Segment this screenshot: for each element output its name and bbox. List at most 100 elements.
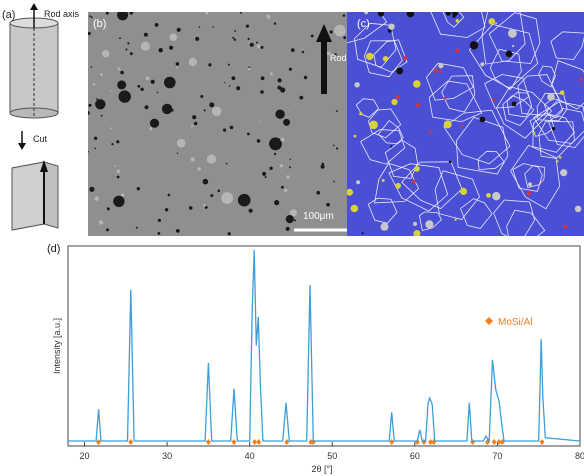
- micrograph-particle: [95, 99, 106, 110]
- x-tick-label-80: 80: [575, 451, 584, 461]
- micrograph-particle: [100, 114, 103, 117]
- micrograph-particle: [269, 137, 282, 151]
- micrograph-particle: [326, 51, 331, 56]
- micrograph-particle: [117, 67, 121, 71]
- ebsd-map-c: [347, 12, 584, 236]
- ebsd-particle: [488, 18, 496, 25]
- micrograph-particle: [247, 43, 249, 45]
- grain-boundary: [510, 144, 561, 210]
- ebsd-particle: [356, 180, 361, 185]
- micrograph-particle: [329, 30, 333, 34]
- x-tick-label-60: 60: [410, 451, 420, 461]
- micrograph-particle: [289, 166, 291, 169]
- micrograph-particle: [274, 200, 280, 206]
- reference-mark-16: [491, 439, 497, 445]
- micrograph-particle: [89, 15, 91, 17]
- micrograph-particle: [188, 57, 197, 67]
- ebsd-particle: [511, 101, 517, 107]
- micrograph-particle: [293, 219, 296, 222]
- ebsd-particle: [556, 160, 559, 163]
- micrograph-particle: [144, 105, 149, 110]
- x-tick-label-50: 50: [327, 451, 337, 461]
- ebsd-particle: [433, 68, 438, 73]
- grain-boundary: [533, 101, 584, 144]
- grain-boundary: [455, 116, 509, 175]
- reference-mark-5: [256, 439, 262, 445]
- micrograph-particle: [264, 176, 267, 179]
- micrograph-particle: [94, 196, 99, 201]
- ebsd-particle: [563, 224, 568, 229]
- legend: MoSi/Al: [485, 317, 532, 328]
- micrograph-particle: [164, 76, 176, 89]
- ebsd-particle: [369, 120, 378, 130]
- x-axis-label: 2θ [°]: [311, 464, 332, 474]
- grain-boundary: [441, 75, 476, 113]
- ebsd-particle: [391, 98, 398, 106]
- grain-boundary: [373, 39, 408, 73]
- ebsd-particle: [412, 179, 416, 184]
- micrograph-particle: [176, 138, 186, 148]
- y-axis-label: Intensity [a.u.]: [52, 318, 62, 374]
- micrograph-particle: [127, 42, 130, 45]
- micrograph-particle: [88, 111, 90, 115]
- ebsd-particle: [403, 56, 408, 61]
- ebsd-particle: [413, 230, 421, 236]
- micrograph-particle: [234, 30, 237, 32]
- grain-boundary: [442, 12, 465, 28]
- micrograph-particle: [342, 14, 346, 17]
- micrograph-particle: [279, 164, 284, 168]
- micrograph-particle: [140, 87, 144, 92]
- micrograph-particle: [89, 186, 95, 192]
- micrograph-particle: [266, 14, 271, 19]
- micrograph-particle: [258, 121, 260, 123]
- panel-d-label: (d): [47, 243, 61, 255]
- cut-arrow: [18, 131, 26, 150]
- grain-boundary: [538, 65, 556, 88]
- reference-mark-4: [252, 439, 258, 445]
- micrograph-particle: [277, 78, 282, 83]
- micrograph-particle: [247, 67, 251, 71]
- ebsd-particle: [495, 22, 498, 25]
- ebsd-particle: [377, 12, 384, 17]
- rod-axis-arrow: [30, 3, 38, 28]
- micrograph-particle: [256, 139, 261, 143]
- micrograph-particle: [137, 84, 141, 88]
- micrograph-particle: [119, 37, 121, 40]
- micrograph-particle: [236, 86, 241, 91]
- ebsd-particle: [455, 48, 460, 53]
- ebsd-particle: [448, 160, 452, 164]
- micrograph-particle: [321, 162, 325, 166]
- ebsd-particle: [551, 126, 556, 131]
- micrograph-particle: [140, 41, 150, 51]
- ebsd-particle: [443, 97, 447, 100]
- micrograph-particle: [176, 66, 179, 69]
- micrograph-particle: [90, 66, 93, 68]
- grain-boundary: [550, 31, 584, 60]
- ebsd-particle: [547, 93, 555, 101]
- micrograph-particle: [320, 164, 325, 169]
- ebsd-particle: [412, 221, 418, 226]
- micrograph-particle: [116, 140, 120, 144]
- micrograph-particle: [256, 41, 259, 44]
- ebsd-particle: [359, 112, 363, 116]
- micrograph-particle: [237, 193, 251, 207]
- micrograph-particle: [245, 24, 249, 28]
- ebsd-particle: [390, 145, 393, 148]
- micrograph-particle: [161, 103, 173, 115]
- ebsd-particle: [439, 70, 442, 73]
- ebsd-particle: [396, 67, 404, 75]
- micrograph-particle: [301, 50, 305, 54]
- grain-boundary: [360, 129, 406, 165]
- micrograph-particle: [190, 157, 195, 162]
- micrograph-particle: [169, 33, 177, 41]
- ebsd-particle: [395, 182, 401, 189]
- ebsd-particle: [452, 12, 458, 16]
- micrograph-particle: [105, 12, 109, 15]
- micrograph-particle: [175, 229, 180, 233]
- reference-mark-3: [231, 439, 237, 445]
- ebsd-particle: [492, 192, 501, 201]
- plot-frame: [67, 245, 581, 447]
- micrograph-particle: [225, 162, 228, 165]
- panel-b-label: (b): [93, 18, 107, 30]
- grain-boundary: [488, 12, 541, 64]
